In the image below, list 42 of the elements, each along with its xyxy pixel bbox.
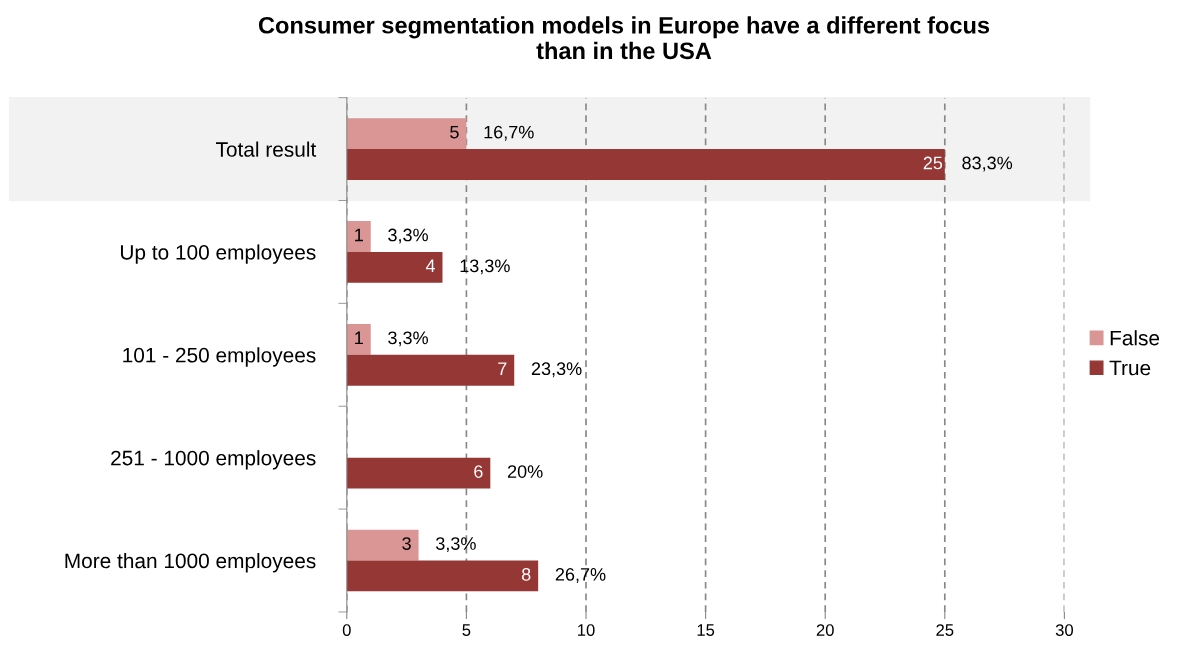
data-label: 1	[355, 331, 363, 345]
bar	[346, 457, 491, 489]
annotation: 16,7%	[484, 125, 534, 141]
bar	[346, 118, 467, 150]
y-tick-label: 101 - 250 employees	[123, 347, 316, 367]
data-label: 1	[355, 228, 363, 242]
annotation: 23,3%	[531, 362, 582, 378]
bar	[346, 221, 371, 252]
annotation: 13,3%	[460, 259, 510, 275]
y-tick-label: Total result	[215, 141, 317, 157]
annotation: 3,3%	[388, 228, 428, 244]
bar	[346, 251, 443, 283]
bar	[346, 529, 419, 561]
data-label: 7	[498, 362, 507, 375]
x-tick-label: 15	[697, 624, 715, 636]
bar	[346, 149, 945, 180]
data-label: 5	[450, 125, 459, 139]
x-tick-label: 30	[1055, 624, 1074, 636]
annotation: 3,3%	[435, 537, 476, 553]
data-label: 4	[425, 259, 436, 273]
data-label: 25	[923, 156, 943, 170]
legend-label: False	[1110, 330, 1160, 346]
x-tick-label: 5	[462, 624, 471, 636]
y-tick-label: More than 1000 employees	[65, 552, 316, 573]
annotation: 20%	[507, 465, 543, 478]
bar	[346, 354, 515, 386]
annotation: 83,3%	[962, 156, 1013, 172]
x-tick-label: 10	[578, 624, 595, 636]
bar	[346, 323, 371, 355]
x-tick-label: 25	[936, 624, 954, 636]
chart-title: Consumer segmentation models in Europe have a different focus than in the USA	[258, 16, 990, 60]
annotation: 26,7%	[555, 568, 606, 583]
bar	[346, 560, 539, 592]
data-label: 8	[521, 568, 531, 581]
x-tick-label: 20	[816, 624, 834, 636]
y-tick-label: 251 - 1000 employees	[111, 450, 316, 470]
data-label: 3	[402, 537, 411, 550]
y-tick-label: Up to 100 employees	[120, 244, 316, 264]
x-tick-label: 0	[342, 624, 351, 636]
legend-label: True	[1109, 360, 1151, 376]
data-label: 6	[474, 465, 483, 478]
annotation: 3,3%	[388, 331, 428, 347]
